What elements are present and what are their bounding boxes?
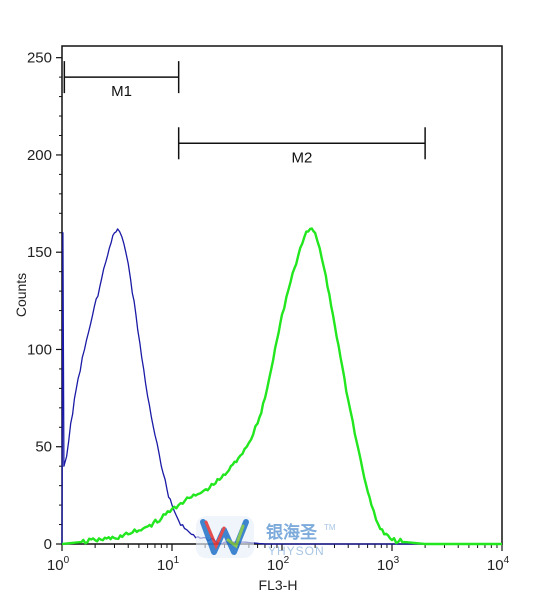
watermark-logo-icon bbox=[196, 516, 254, 558]
y-tick-label: 50 bbox=[35, 439, 52, 456]
watermark-en-text: YHYSON bbox=[268, 544, 325, 558]
axis-ticks: 0 50 100 150 200 250 100 101 102 103 104 bbox=[27, 50, 510, 574]
series-1-line bbox=[61, 228, 502, 545]
watermark: 银海圣 TM YHYSON bbox=[196, 516, 336, 558]
watermark-tm-text: TM bbox=[324, 523, 336, 532]
x-tick-label: 101 bbox=[157, 555, 180, 574]
watermark-cn-text: 银海圣 bbox=[266, 522, 318, 543]
y-tick-label: 250 bbox=[27, 50, 52, 67]
plot-frame bbox=[61, 45, 503, 545]
y-tick-label: 150 bbox=[27, 244, 52, 261]
marker-label: M2 bbox=[291, 149, 312, 166]
marker-m2: M2 bbox=[177, 127, 426, 166]
x-tick-label: 103 bbox=[377, 555, 400, 574]
marker-group: M1 M2 bbox=[63, 61, 426, 166]
y-tick-label: 100 bbox=[27, 341, 52, 358]
x-tick-label: 100 bbox=[47, 555, 70, 574]
x-axis-label: FL3-H bbox=[259, 577, 298, 593]
series-2-line bbox=[61, 227, 502, 546]
y-tick-label: 0 bbox=[44, 536, 52, 553]
x-tick-label: 104 bbox=[487, 555, 510, 574]
marker-label: M1 bbox=[111, 83, 132, 100]
y-tick-label: 200 bbox=[27, 147, 52, 164]
marker-m1: M1 bbox=[63, 61, 180, 100]
x-tick-label: 102 bbox=[267, 555, 290, 574]
series-group bbox=[61, 227, 502, 546]
y-axis-label: Counts bbox=[13, 273, 29, 317]
